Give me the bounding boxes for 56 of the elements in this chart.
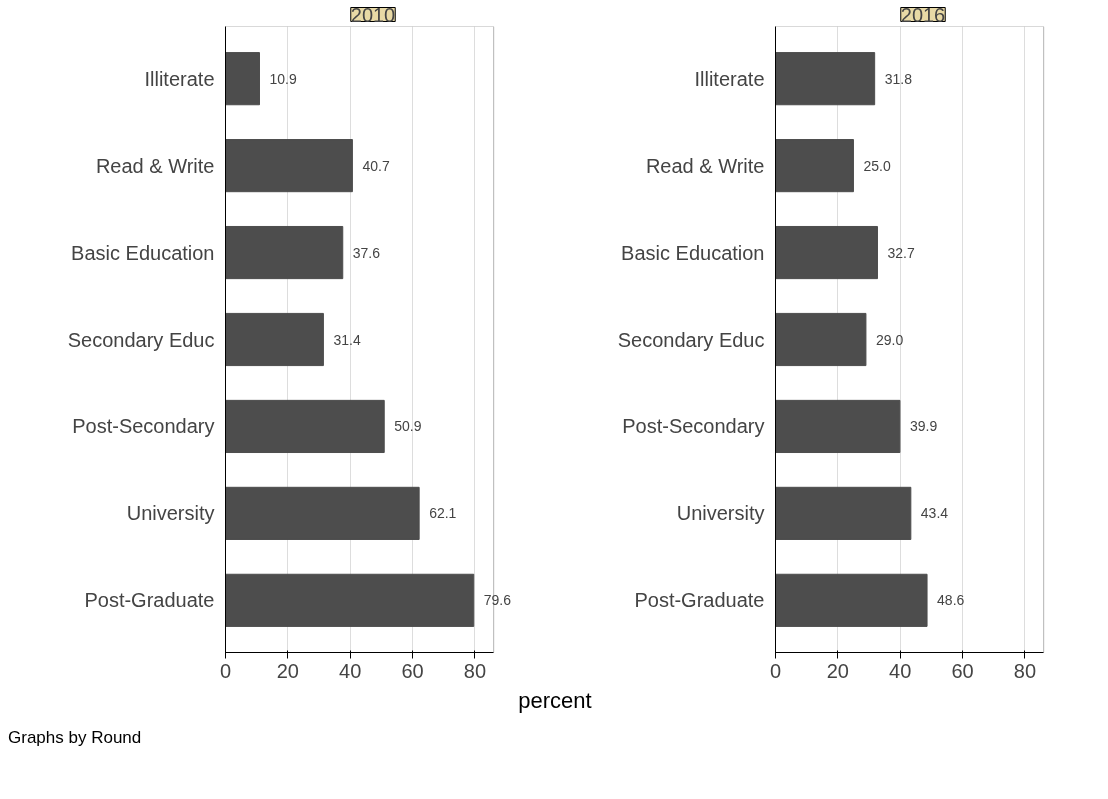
bar (225, 225, 344, 280)
bar (775, 399, 901, 454)
bar (775, 573, 928, 627)
bar (225, 139, 353, 193)
x-tick-label: 40 (889, 659, 912, 682)
bar (225, 573, 475, 627)
data-label: 37.6 (352, 244, 381, 261)
y-tick-label: Read & Write (645, 154, 765, 177)
bar (225, 52, 260, 106)
data-label: 62.1 (429, 505, 457, 522)
bar (225, 312, 324, 367)
x-tick-label: 0 (769, 659, 782, 682)
chart-title: 2010 (350, 3, 396, 26)
bar (775, 312, 867, 367)
data-label: 32.7 (887, 244, 915, 261)
x-tick-label: 60 (401, 659, 424, 682)
chart-title: 2016 (900, 3, 946, 26)
bar (775, 52, 876, 106)
y-tick-label: University (676, 502, 765, 525)
data-label: 43.4 (920, 505, 949, 522)
x-tick-label: 0 (219, 659, 232, 682)
x-tick-label: 20 (276, 659, 299, 682)
x-axis-title: percent (518, 687, 592, 715)
bar (775, 486, 912, 540)
x-tick-label: 80 (463, 659, 487, 682)
data-label: 25.0 (863, 157, 891, 174)
x-tick-label: 40 (339, 659, 362, 682)
x-tick-label: 60 (951, 659, 974, 682)
y-tick-label: Secondary Educ (67, 328, 215, 351)
x-tick-label: 80 (1013, 659, 1037, 682)
y-tick-label: Post-Secondary (622, 415, 765, 438)
data-label: 29.0 (875, 331, 904, 348)
y-tick-label: Secondary Educ (617, 328, 765, 351)
y-tick-label: Basic Education (621, 241, 765, 264)
data-label: 31.8 (884, 70, 913, 87)
y-tick-label: Post-Graduate (634, 589, 765, 612)
bar (775, 225, 878, 280)
y-tick-label: Illiterate (144, 67, 215, 90)
bar (225, 486, 420, 540)
y-tick-label: Basic Education (71, 241, 215, 264)
data-label: 10.9 (269, 70, 297, 87)
y-tick-label: Read & Write (95, 154, 215, 177)
y-tick-label: Post-Graduate (84, 589, 215, 612)
y-tick-label: Illiterate (694, 67, 765, 90)
data-label: 31.4 (333, 331, 361, 348)
bar (775, 139, 854, 193)
x-tick-label: 20 (826, 659, 849, 682)
data-label: 48.6 (937, 592, 965, 609)
bar (225, 399, 385, 454)
data-label: 50.9 (394, 418, 422, 435)
text: Graphs by Round (8, 727, 142, 750)
data-label: 79.6 (483, 592, 512, 609)
data-label: 39.9 (909, 418, 938, 435)
y-tick-label: University (126, 502, 215, 525)
data-label: 40.7 (362, 157, 390, 174)
y-tick-label: Post-Secondary (72, 415, 215, 438)
